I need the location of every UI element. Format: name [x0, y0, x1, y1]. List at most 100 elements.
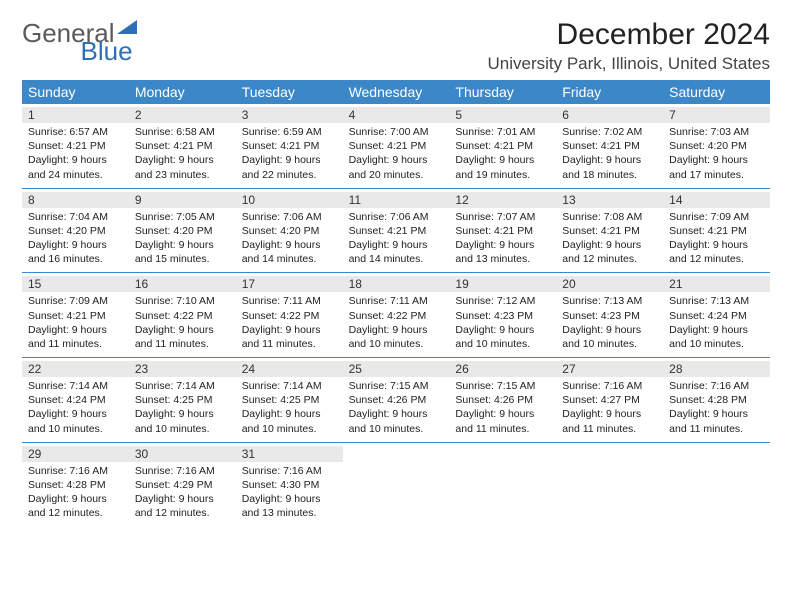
brand-triangle-icon — [117, 20, 137, 34]
sunset-line: Sunset: 4:20 PM — [669, 139, 764, 153]
sunset-line: Sunset: 4:21 PM — [455, 139, 550, 153]
calendar-cell: 27Sunrise: 7:16 AMSunset: 4:27 PMDayligh… — [556, 358, 663, 442]
sunset-line: Sunset: 4:27 PM — [562, 393, 657, 407]
sunrise-line: Sunrise: 6:59 AM — [242, 125, 337, 139]
day-number: 13 — [556, 192, 663, 208]
calendar-cell: 1Sunrise: 6:57 AMSunset: 4:21 PMDaylight… — [22, 104, 129, 188]
sunset-line: Sunset: 4:20 PM — [242, 224, 337, 238]
dayname-friday: Friday — [556, 80, 663, 104]
calendar-cell: 10Sunrise: 7:06 AMSunset: 4:20 PMDayligh… — [236, 189, 343, 273]
day-number: 28 — [663, 361, 770, 377]
sunset-line: Sunset: 4:28 PM — [669, 393, 764, 407]
sunrise-line: Sunrise: 7:10 AM — [135, 294, 230, 308]
daylight-line: Daylight: 9 hours and 11 minutes. — [562, 407, 657, 435]
calendar-cell — [663, 443, 770, 527]
calendar-cell: 19Sunrise: 7:12 AMSunset: 4:23 PMDayligh… — [449, 273, 556, 357]
daylight-line: Daylight: 9 hours and 22 minutes. — [242, 153, 337, 181]
calendar-cell: 6Sunrise: 7:02 AMSunset: 4:21 PMDaylight… — [556, 104, 663, 188]
brand-part2: Blue — [81, 38, 133, 64]
dayname-monday: Monday — [129, 80, 236, 104]
sunset-line: Sunset: 4:22 PM — [135, 309, 230, 323]
daylight-line: Daylight: 9 hours and 12 minutes. — [562, 238, 657, 266]
day-number: 1 — [22, 107, 129, 123]
daylight-line: Daylight: 9 hours and 17 minutes. — [669, 153, 764, 181]
calendar-cell: 25Sunrise: 7:15 AMSunset: 4:26 PMDayligh… — [343, 358, 450, 442]
calendar-cell: 14 Sunrise: 7:09 AMSunset: 4:21 PMDayligh… — [663, 189, 770, 273]
calendar-cell: 23Sunrise: 7:14 AMSunset: 4:25 PMDayligh… — [129, 358, 236, 442]
sunset-line: Sunset: 4:25 PM — [135, 393, 230, 407]
sunset-line: Sunset: 4:21 PM — [28, 139, 123, 153]
calendar-cell: 3Sunrise: 6:59 AMSunset: 4:21 PMDaylight… — [236, 104, 343, 188]
calendar-cell: 20Sunrise: 7:13 AMSunset: 4:23 PMDayligh… — [556, 273, 663, 357]
sunset-line: Sunset: 4:20 PM — [28, 224, 123, 238]
sunset-line: Sunset: 4:21 PM — [242, 139, 337, 153]
brand-logo: General Blue — [22, 18, 189, 46]
day-number: 16 — [129, 276, 236, 292]
sunset-line: Sunset: 4:22 PM — [349, 309, 444, 323]
day-number: 24 — [236, 361, 343, 377]
daylight-line: Daylight: 9 hours and 10 minutes. — [669, 323, 764, 351]
sunrise-line: Sunrise: 7:16 AM — [135, 464, 230, 478]
day-number: 21 — [663, 276, 770, 292]
sunset-line: Sunset: 4:26 PM — [455, 393, 550, 407]
sunrise-line: Sunrise: 7:13 AM — [669, 294, 764, 308]
dayname-saturday: Saturday — [663, 80, 770, 104]
calendar-cell: 15Sunrise: 7:09 AMSunset: 4:21 PMDayligh… — [22, 273, 129, 357]
day-number: 9 — [129, 192, 236, 208]
sunset-line: Sunset: 4:21 PM — [669, 224, 764, 238]
dayname-wednesday: Wednesday — [343, 80, 450, 104]
sunset-line: Sunset: 4:26 PM — [349, 393, 444, 407]
daylight-line: Daylight: 9 hours and 12 minutes. — [669, 238, 764, 266]
day-number: 5 — [449, 107, 556, 123]
daylight-line: Daylight: 9 hours and 11 minutes. — [28, 323, 123, 351]
calendar: Sunday Monday Tuesday Wednesday Thursday… — [22, 80, 770, 526]
calendar-cell — [449, 443, 556, 527]
daylight-line: Daylight: 9 hours and 24 minutes. — [28, 153, 123, 181]
daylight-line: Daylight: 9 hours and 11 minutes. — [242, 323, 337, 351]
day-number: 15 — [22, 276, 129, 292]
sunset-line: Sunset: 4:21 PM — [455, 224, 550, 238]
day-number: 4 — [343, 107, 450, 123]
calendar-cell — [556, 443, 663, 527]
daylight-line: Daylight: 9 hours and 20 minutes. — [349, 153, 444, 181]
sunrise-line: Sunrise: 7:06 AM — [349, 210, 444, 224]
day-number: 22 — [22, 361, 129, 377]
calendar-cell: 11Sunrise: 7:06 AMSunset: 4:21 PMDayligh… — [343, 189, 450, 273]
calendar-cell: 12Sunrise: 7:07 AMSunset: 4:21 PMDayligh… — [449, 189, 556, 273]
sunset-line: Sunset: 4:23 PM — [562, 309, 657, 323]
calendar-cell: 26Sunrise: 7:15 AMSunset: 4:26 PMDayligh… — [449, 358, 556, 442]
sunset-line: Sunset: 4:28 PM — [28, 478, 123, 492]
calendar-cell: 4Sunrise: 7:00 AMSunset: 4:21 PMDaylight… — [343, 104, 450, 188]
sunrise-line: Sunrise: 7:14 AM — [28, 379, 123, 393]
daylight-line: Daylight: 9 hours and 11 minutes. — [669, 407, 764, 435]
day-number: 6 — [556, 107, 663, 123]
day-number: 19 — [449, 276, 556, 292]
sunrise-line: Sunrise: 7:00 AM — [349, 125, 444, 139]
day-number: 14 — [663, 192, 770, 208]
calendar-cell: 29Sunrise: 7:16 AMSunset: 4:28 PMDayligh… — [22, 443, 129, 527]
sunset-line: Sunset: 4:29 PM — [135, 478, 230, 492]
day-number: 8 — [22, 192, 129, 208]
day-number: 26 — [449, 361, 556, 377]
sunrise-line: Sunrise: 7:06 AM — [242, 210, 337, 224]
day-number: 18 — [343, 276, 450, 292]
sunrise-line: Sunrise: 7:11 AM — [242, 294, 337, 308]
calendar-cell: 22Sunrise: 7:14 AMSunset: 4:24 PMDayligh… — [22, 358, 129, 442]
sunrise-line: Sunrise: 7:16 AM — [28, 464, 123, 478]
calendar-week: 8Sunrise: 7:04 AMSunset: 4:20 PMDaylight… — [22, 189, 770, 274]
daylight-line: Daylight: 9 hours and 10 minutes. — [28, 407, 123, 435]
calendar-cell: 30Sunrise: 7:16 AMSunset: 4:29 PMDayligh… — [129, 443, 236, 527]
calendar-cell: 16Sunrise: 7:10 AMSunset: 4:22 PMDayligh… — [129, 273, 236, 357]
calendar-cell: 28Sunrise: 7:16 AMSunset: 4:28 PMDayligh… — [663, 358, 770, 442]
day-number: 31 — [236, 446, 343, 462]
sunset-line: Sunset: 4:23 PM — [455, 309, 550, 323]
sunset-line: Sunset: 4:24 PM — [669, 309, 764, 323]
day-number: 29 — [22, 446, 129, 462]
page-subtitle: University Park, Illinois, United States — [488, 54, 771, 74]
page-title: December 2024 — [488, 18, 771, 52]
sunrise-line: Sunrise: 7:16 AM — [562, 379, 657, 393]
calendar-week: 22Sunrise: 7:14 AMSunset: 4:24 PMDayligh… — [22, 358, 770, 443]
sunrise-line: Sunrise: 7:16 AM — [242, 464, 337, 478]
sunrise-line: Sunrise: 7:09 AM — [669, 210, 764, 224]
calendar-cell: 21 Sunrise: 7:13 AMSunset: 4:24 PMDayligh… — [663, 273, 770, 357]
